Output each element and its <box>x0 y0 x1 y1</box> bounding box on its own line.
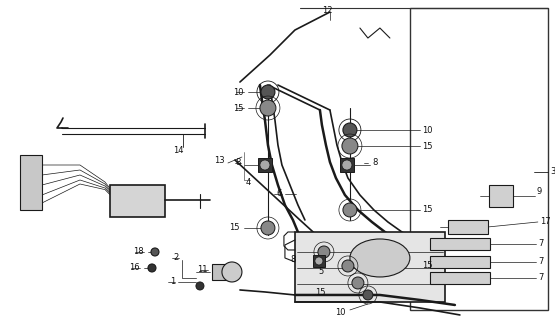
Bar <box>489 185 513 207</box>
Circle shape <box>352 277 364 289</box>
Text: 7: 7 <box>538 258 543 267</box>
Circle shape <box>342 160 352 170</box>
Text: 3: 3 <box>550 167 555 177</box>
Circle shape <box>363 290 373 300</box>
Bar <box>448 220 488 234</box>
Text: 4: 4 <box>246 179 251 188</box>
Circle shape <box>343 123 357 137</box>
Bar <box>258 158 272 172</box>
Circle shape <box>343 203 357 217</box>
Bar <box>430 272 490 284</box>
Bar <box>340 158 354 172</box>
Circle shape <box>342 260 354 272</box>
Circle shape <box>261 221 275 235</box>
Text: 10: 10 <box>335 308 346 317</box>
Bar <box>410 8 548 310</box>
Text: 15: 15 <box>422 261 432 270</box>
Bar <box>212 264 232 280</box>
Text: 8: 8 <box>235 158 241 167</box>
Text: 12: 12 <box>322 5 332 14</box>
Text: 8: 8 <box>291 255 296 264</box>
Bar <box>295 232 445 302</box>
Text: 13: 13 <box>214 156 225 164</box>
Bar <box>313 255 325 267</box>
Text: 15: 15 <box>315 288 326 298</box>
Text: 18: 18 <box>133 247 144 256</box>
Bar <box>430 256 490 268</box>
Circle shape <box>260 160 270 170</box>
Text: 15: 15 <box>422 141 432 150</box>
Circle shape <box>260 100 276 116</box>
Text: 14: 14 <box>173 146 183 155</box>
Text: 15: 15 <box>229 223 240 233</box>
Circle shape <box>318 246 330 258</box>
Text: 7: 7 <box>538 239 543 248</box>
Circle shape <box>196 282 204 290</box>
Circle shape <box>342 138 358 154</box>
Text: 16: 16 <box>129 263 140 272</box>
Circle shape <box>148 264 156 272</box>
Text: 2: 2 <box>174 253 179 262</box>
Circle shape <box>261 85 275 99</box>
Text: 8: 8 <box>372 158 377 167</box>
Text: 1: 1 <box>170 277 175 286</box>
Bar <box>110 185 165 217</box>
Bar <box>430 238 490 250</box>
Ellipse shape <box>222 262 242 282</box>
Ellipse shape <box>350 239 410 277</box>
Text: 7: 7 <box>538 274 543 283</box>
Text: 10: 10 <box>422 125 432 134</box>
Text: 9: 9 <box>537 188 542 196</box>
Text: 15: 15 <box>422 205 432 214</box>
Bar <box>20 155 42 210</box>
Text: 10: 10 <box>234 87 244 97</box>
Text: 5: 5 <box>319 268 324 276</box>
Circle shape <box>151 248 159 256</box>
Text: 17: 17 <box>540 218 551 227</box>
Text: 15: 15 <box>234 103 244 113</box>
Text: 6: 6 <box>276 189 282 198</box>
Circle shape <box>315 257 323 265</box>
Text: 11: 11 <box>198 266 208 275</box>
